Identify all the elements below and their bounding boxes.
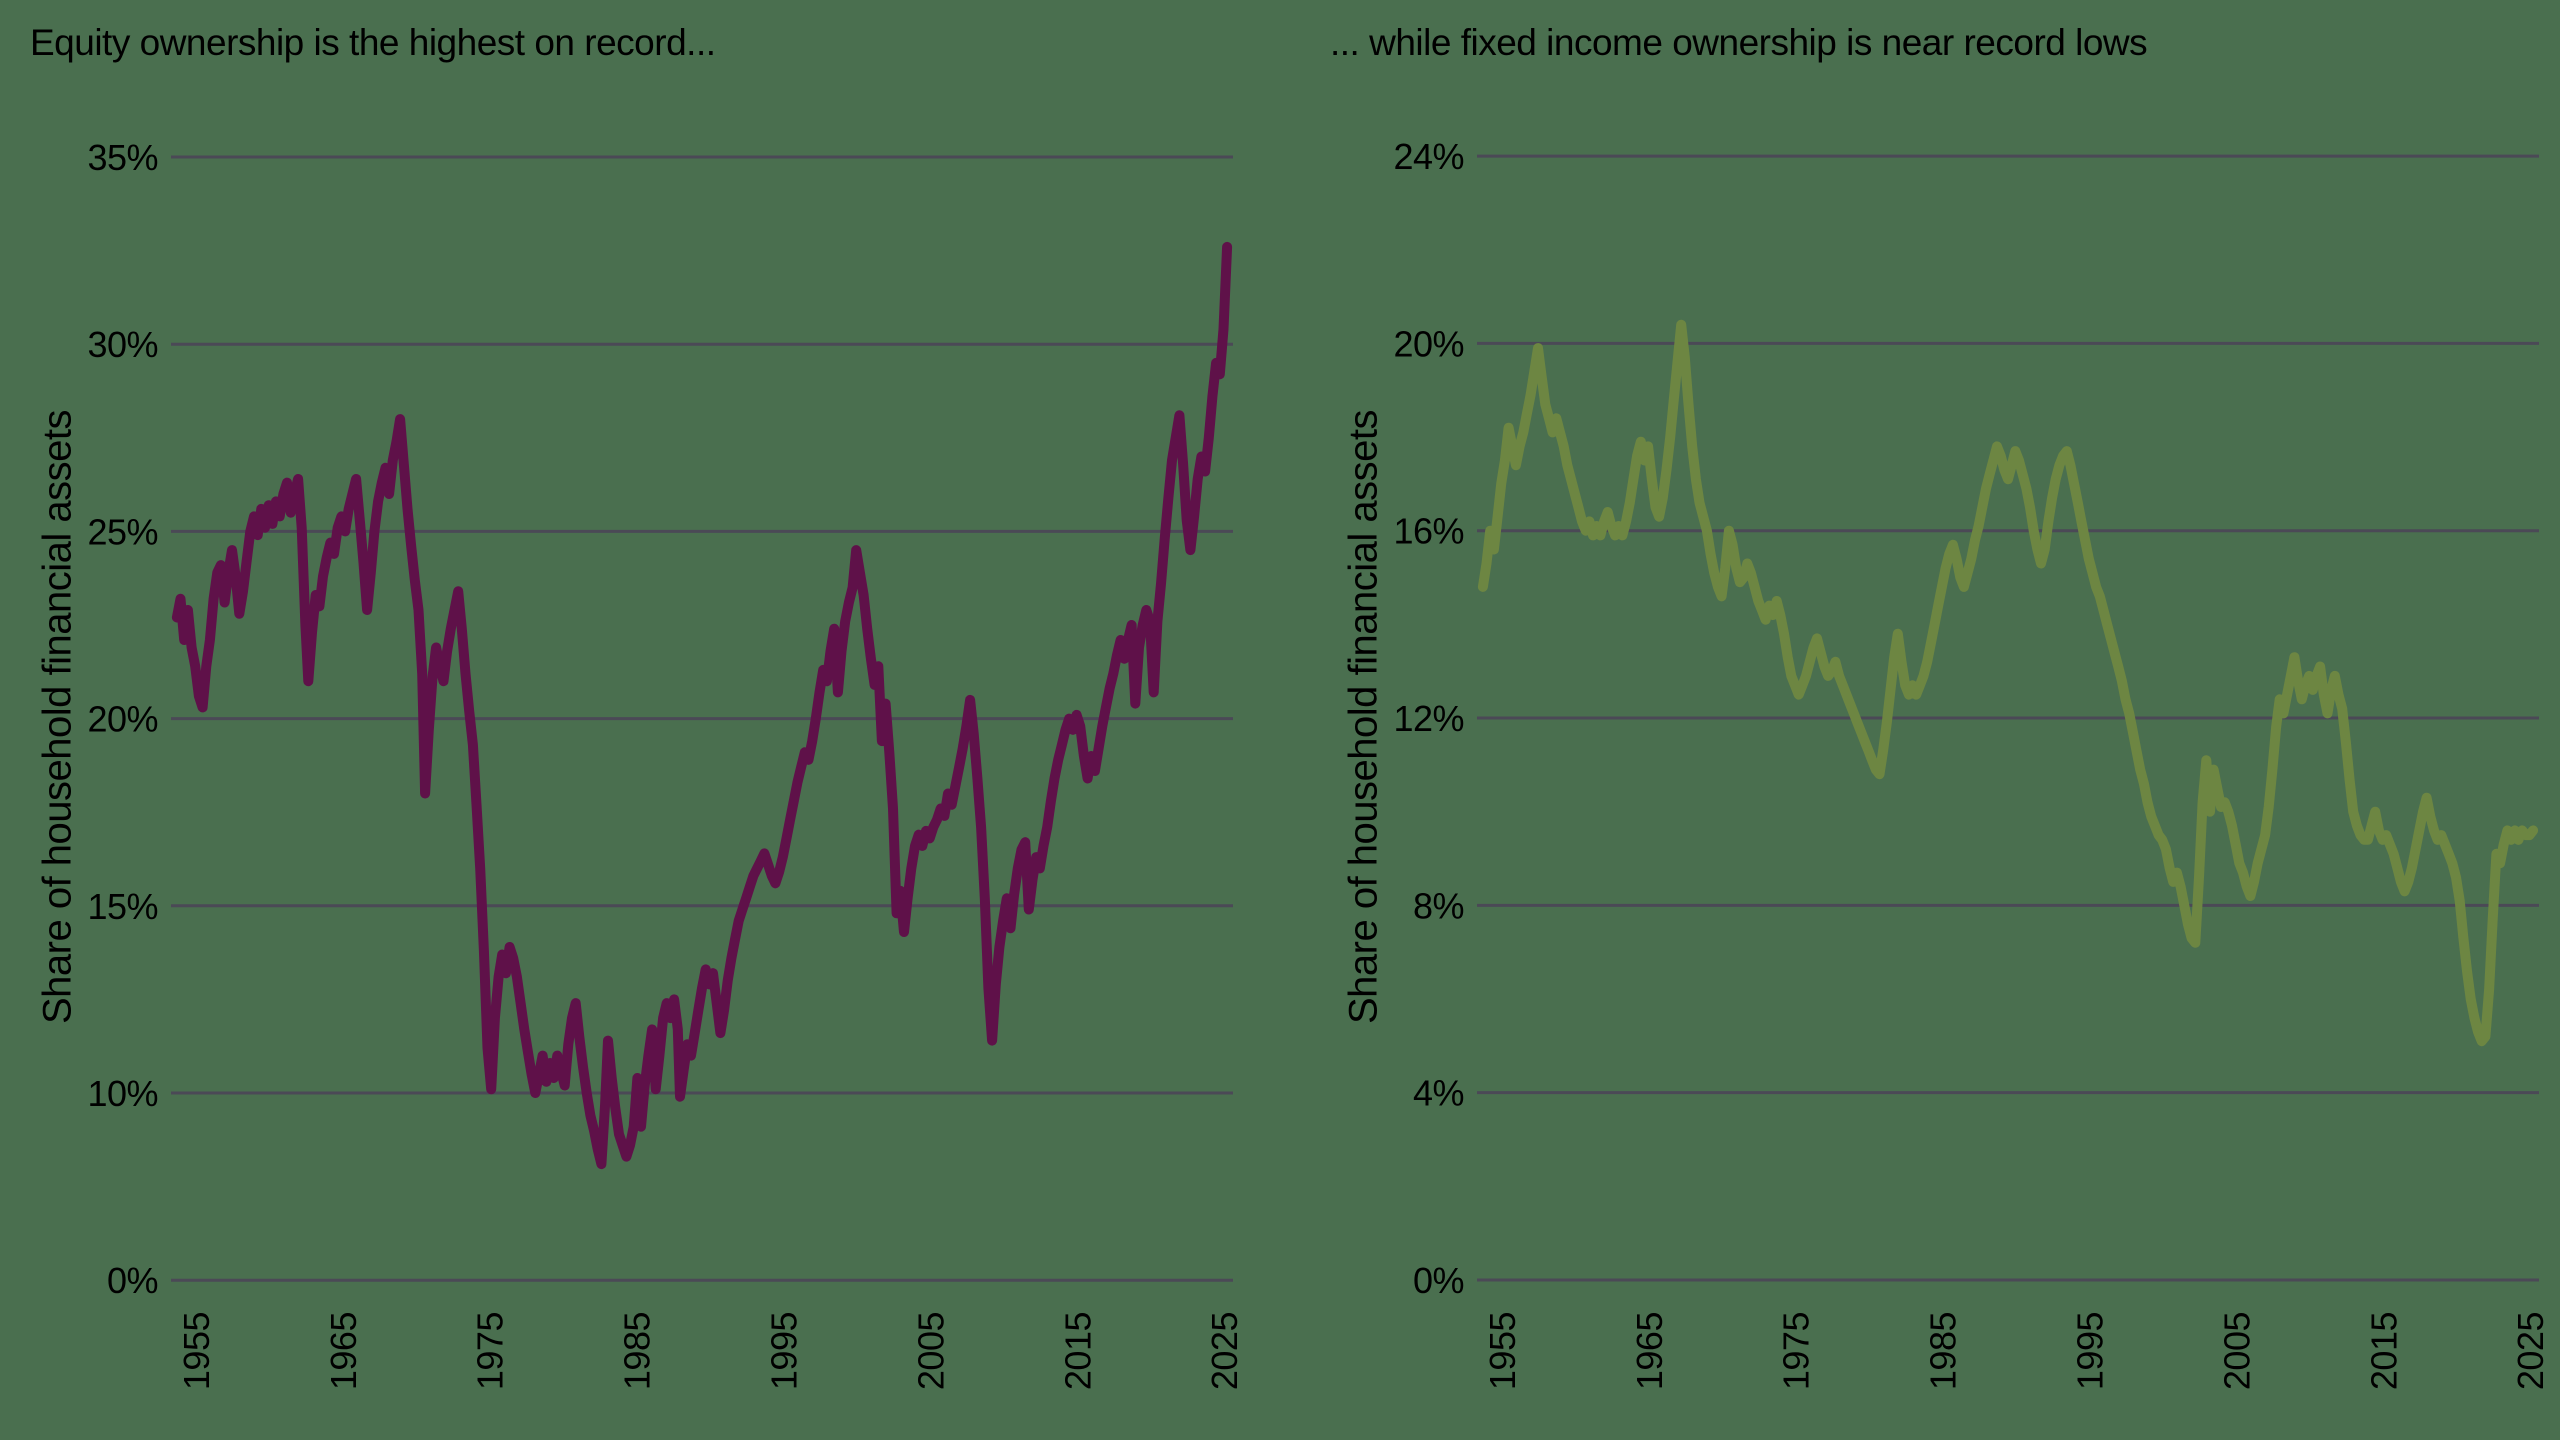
left-y-tick-label: 30% xyxy=(87,324,158,365)
right-x-tick-label: 1985 xyxy=(1923,1312,1964,1390)
left-y-tick-label: 20% xyxy=(87,699,158,740)
right-y-tick-label: 16% xyxy=(1393,511,1464,552)
left-chart-plot: 35% 30% 25% 20% 15% 10% 0% 1955 1965 1975 1985 1995… xyxy=(87,137,1245,1390)
right-y-tick-label: 0% xyxy=(1413,1260,1464,1301)
right-y-tick-label: 4% xyxy=(1413,1073,1464,1114)
right-x-tick-label: 2005 xyxy=(2216,1312,2257,1390)
left-x-tick-label: 2005 xyxy=(910,1312,951,1390)
equity-share-line xyxy=(171,241,1233,1170)
right-y-tick-label: 8% xyxy=(1413,885,1464,926)
left-x-tick-label: 2015 xyxy=(1057,1312,1098,1390)
left-x-tick-label: 1955 xyxy=(176,1312,217,1390)
left-x-tick-label: 1995 xyxy=(764,1312,805,1390)
left-y-tick-label: 15% xyxy=(87,886,158,927)
right-x-tick-label: 1995 xyxy=(2070,1312,2111,1390)
left-x-tick-label: 2025 xyxy=(1204,1312,1245,1390)
left-x-tick-label: 1985 xyxy=(617,1312,658,1390)
left-chart-title: Equity ownership is the highest on recor… xyxy=(30,22,716,63)
right-x-tick-label: 2025 xyxy=(2510,1312,2551,1390)
right-chart-plot: 24% 20% 16% 12% 8% 4% 0% 1955 1965 1975 1985 1995 20… xyxy=(1393,136,2551,1390)
right-y-tick-label: 20% xyxy=(1393,323,1464,364)
fixed-income-share-line xyxy=(1477,319,2539,1047)
left-y-tick-label: 35% xyxy=(87,137,158,178)
right-chart-title: ... while fixed income ownership is near… xyxy=(1330,22,2148,63)
right-x-tick-label: 1955 xyxy=(1482,1312,1523,1390)
right-x-tick-label: 1975 xyxy=(1776,1312,1817,1390)
right-x-tick-label: 1965 xyxy=(1629,1312,1670,1390)
right-x-tick-label: 2015 xyxy=(2363,1312,2404,1390)
right-y-tick-label: 12% xyxy=(1393,698,1464,739)
left-x-tick-label: 1975 xyxy=(470,1312,511,1390)
left-y-tick-label: 25% xyxy=(87,511,158,552)
left-y-tick-label: 0% xyxy=(107,1260,158,1301)
left-x-tick-label: 1965 xyxy=(323,1312,364,1390)
right-y-tick-label: 24% xyxy=(1393,136,1464,177)
left-y-tick-label: 10% xyxy=(87,1073,158,1114)
